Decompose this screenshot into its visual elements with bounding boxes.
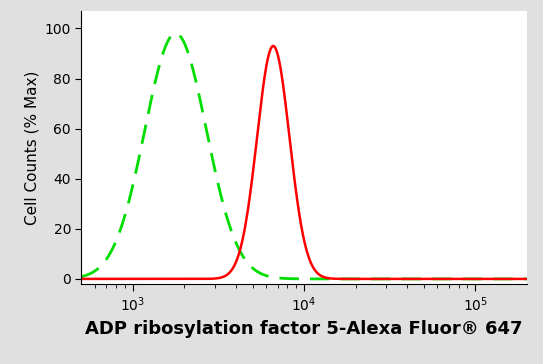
Y-axis label: Cell Counts (% Max): Cell Counts (% Max) — [24, 70, 39, 225]
X-axis label: ADP ribosylation factor 5-Alexa Fluor® 647: ADP ribosylation factor 5-Alexa Fluor® 6… — [85, 320, 523, 338]
